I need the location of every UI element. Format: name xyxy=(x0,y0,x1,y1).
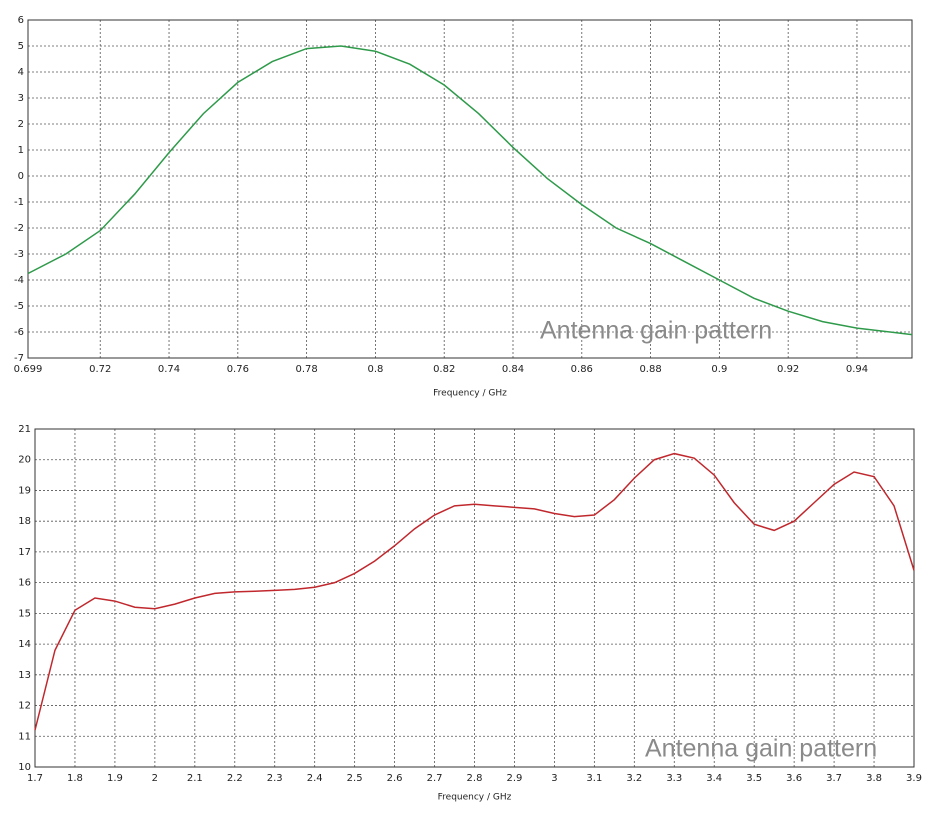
x-tick-label: 0.9 xyxy=(711,364,727,375)
y-tick-label: 21 xyxy=(18,424,31,435)
y-tick-label: 14 xyxy=(18,639,31,650)
x-tick-label: 0.8 xyxy=(367,364,383,375)
x-tick-label: 3.6 xyxy=(786,773,802,784)
x-tick-label: 3.2 xyxy=(626,773,642,784)
x-tick-label: 3 xyxy=(551,773,557,784)
plot-frame xyxy=(27,19,913,359)
x-tick-label: 2.5 xyxy=(347,773,363,784)
x-tick-label: 3.9 xyxy=(906,773,922,784)
x-axis-label: Frequency / GHz xyxy=(433,389,507,399)
x-tick-label: 3.1 xyxy=(586,773,602,784)
x-tick-label: 2.3 xyxy=(267,773,283,784)
y-tick-label: 18 xyxy=(18,516,31,527)
y-tick-label: 3 xyxy=(18,93,24,104)
x-tick-label: 0.78 xyxy=(295,364,317,375)
y-tick-label: 13 xyxy=(18,670,31,681)
y-tick-label: 15 xyxy=(18,608,31,619)
y-tick-label: 16 xyxy=(18,578,31,589)
x-tick-label: 2.2 xyxy=(227,773,243,784)
y-tick-label: 6 xyxy=(18,15,24,26)
data-line xyxy=(27,45,913,336)
y-tick-label: 1 xyxy=(18,145,24,156)
y-tick-label: -1 xyxy=(14,197,24,208)
y-tick-label: 5 xyxy=(18,41,24,52)
y-tick-label: 19 xyxy=(18,485,31,496)
y-tick-label: 20 xyxy=(18,455,31,466)
annotation: Antenna gain pattern xyxy=(645,735,877,763)
x-tick-label: 0.94 xyxy=(846,364,868,375)
y-tick-label: -6 xyxy=(14,327,24,338)
y-tick-label: 2 xyxy=(18,119,24,130)
x-tick-label: 0.84 xyxy=(502,364,524,375)
x-tick-label: 1.8 xyxy=(67,773,83,784)
x-tick-label: 0.699 xyxy=(14,364,43,375)
x-axis-label: Frequency / GHz xyxy=(438,793,512,803)
x-tick-label: 3.7 xyxy=(826,773,842,784)
y-tick-label: 10 xyxy=(18,762,31,773)
x-tick-label: 3.4 xyxy=(706,773,722,784)
x-tick-label: 1.9 xyxy=(107,773,123,784)
x-tick-label: 3.3 xyxy=(666,773,682,784)
x-tick-label: 2.8 xyxy=(467,773,483,784)
y-tick-label: -5 xyxy=(14,301,24,312)
x-tick-label: 0.72 xyxy=(89,364,111,375)
x-tick-label: 3.8 xyxy=(866,773,882,784)
x-tick-label: 2.4 xyxy=(307,773,323,784)
data-line xyxy=(34,452,915,731)
x-tick-label: 0.76 xyxy=(227,364,249,375)
x-tick-label: 0.92 xyxy=(777,364,799,375)
y-tick-label: -2 xyxy=(14,223,24,234)
annotation: Antenna gain pattern xyxy=(540,317,772,345)
x-tick-label: 0.88 xyxy=(639,364,661,375)
x-tick-label: 2.6 xyxy=(387,773,403,784)
x-tick-label: 1.7 xyxy=(27,773,43,784)
x-tick-label: 0.82 xyxy=(433,364,455,375)
y-tick-label: 12 xyxy=(18,701,31,712)
y-tick-label: 4 xyxy=(18,67,24,78)
y-tick-label: -7 xyxy=(14,353,24,364)
y-tick-label: 11 xyxy=(18,731,31,742)
x-tick-label: 2.7 xyxy=(427,773,443,784)
x-tick-label: 3.5 xyxy=(746,773,762,784)
x-tick-label: 0.86 xyxy=(571,364,593,375)
plot-frame xyxy=(34,428,915,768)
x-tick-label: 2.1 xyxy=(187,773,203,784)
x-tick-label: 2.9 xyxy=(507,773,523,784)
y-tick-label: -3 xyxy=(14,249,24,260)
y-tick-label: 0 xyxy=(18,171,24,182)
x-tick-label: 0.74 xyxy=(158,364,180,375)
y-tick-label: -4 xyxy=(14,275,24,286)
x-tick-label: 2 xyxy=(152,773,158,784)
y-tick-label: 17 xyxy=(18,547,31,558)
